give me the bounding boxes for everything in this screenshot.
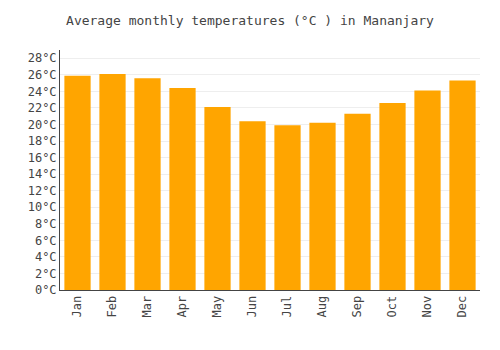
svg-text:Oct: Oct xyxy=(385,296,399,318)
svg-text:Jun: Jun xyxy=(245,296,259,318)
svg-text:10°C: 10°C xyxy=(28,200,57,214)
svg-text:28°C: 28°C xyxy=(28,51,57,65)
svg-text:14°C: 14°C xyxy=(28,167,57,181)
svg-text:Average monthly temperatures (: Average monthly temperatures (°C ) in Ma… xyxy=(66,13,434,28)
svg-text:16°C: 16°C xyxy=(28,151,57,165)
svg-text:May: May xyxy=(210,296,224,318)
svg-text:Jan: Jan xyxy=(70,296,84,318)
svg-text:Feb: Feb xyxy=(105,296,119,318)
svg-text:Apr: Apr xyxy=(175,296,189,318)
svg-text:22°C: 22°C xyxy=(28,101,57,115)
svg-text:4°C: 4°C xyxy=(35,250,57,264)
svg-text:Aug: Aug xyxy=(315,296,329,318)
svg-text:26°C: 26°C xyxy=(28,68,57,82)
svg-text:Jul: Jul xyxy=(280,296,294,318)
svg-text:2°C: 2°C xyxy=(35,267,57,281)
svg-text:12°C: 12°C xyxy=(28,184,57,198)
svg-text:Nov: Nov xyxy=(420,296,434,318)
svg-text:8°C: 8°C xyxy=(35,217,57,231)
svg-text:18°C: 18°C xyxy=(28,134,57,148)
svg-text:Sep: Sep xyxy=(350,296,364,318)
svg-text:Dec: Dec xyxy=(455,296,469,318)
svg-text:6°C: 6°C xyxy=(35,234,57,248)
svg-text:24°C: 24°C xyxy=(28,85,57,99)
svg-text:Mar: Mar xyxy=(140,296,154,318)
svg-text:20°C: 20°C xyxy=(28,118,57,132)
svg-text:0°C: 0°C xyxy=(35,283,57,297)
